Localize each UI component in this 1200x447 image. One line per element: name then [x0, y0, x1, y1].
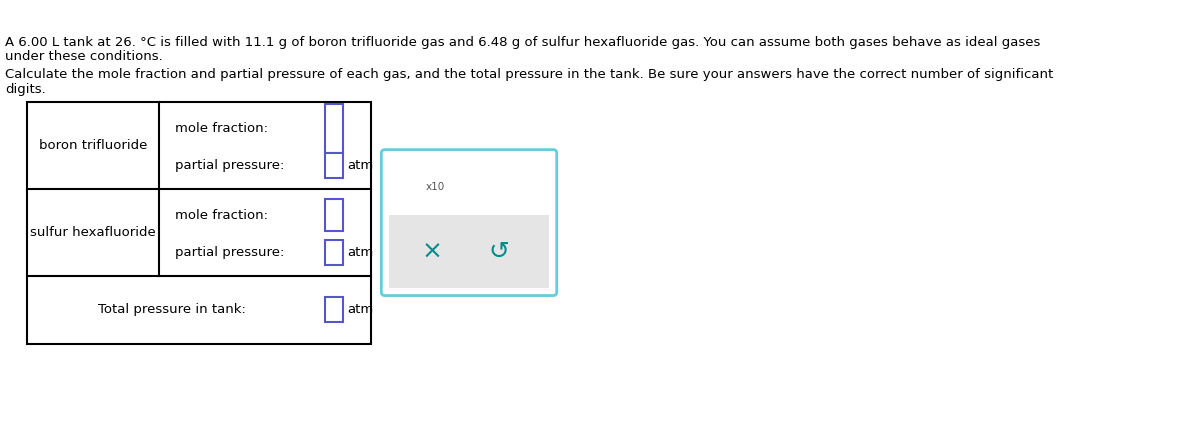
- Text: x10: x10: [426, 182, 445, 192]
- FancyBboxPatch shape: [382, 150, 557, 295]
- Bar: [325, 240, 343, 265]
- Text: atm: atm: [347, 304, 373, 316]
- Text: mole fraction:: mole fraction:: [175, 209, 269, 222]
- Text: ×: ×: [421, 240, 443, 263]
- Bar: [413, 174, 425, 186]
- Text: partial pressure:: partial pressure:: [175, 246, 284, 259]
- Bar: [389, 215, 548, 287]
- Bar: [26, 102, 372, 344]
- Text: A 6.00 L tank at 26. °C is filled with 11.1 g of boron trifluoride gas and 6.48 : A 6.00 L tank at 26. °C is filled with 1…: [5, 36, 1040, 49]
- Bar: [325, 153, 343, 178]
- Text: ↺: ↺: [488, 240, 510, 263]
- Bar: [325, 199, 343, 231]
- Text: boron trifluoride: boron trifluoride: [38, 139, 148, 152]
- Bar: [325, 104, 343, 153]
- Text: Calculate the mole fraction and partial pressure of each gas, and the total pres: Calculate the mole fraction and partial …: [5, 68, 1054, 81]
- Text: atm: atm: [347, 246, 373, 259]
- Bar: [401, 177, 415, 192]
- Text: Total pressure in tank:: Total pressure in tank:: [97, 304, 246, 316]
- Bar: [325, 297, 343, 322]
- Text: digits.: digits.: [5, 83, 46, 96]
- Text: partial pressure:: partial pressure:: [175, 159, 284, 172]
- Text: under these conditions.: under these conditions.: [5, 51, 163, 63]
- Text: atm: atm: [347, 159, 373, 172]
- Text: sulfur hexafluoride: sulfur hexafluoride: [30, 226, 156, 239]
- Text: mole fraction:: mole fraction:: [175, 122, 269, 135]
